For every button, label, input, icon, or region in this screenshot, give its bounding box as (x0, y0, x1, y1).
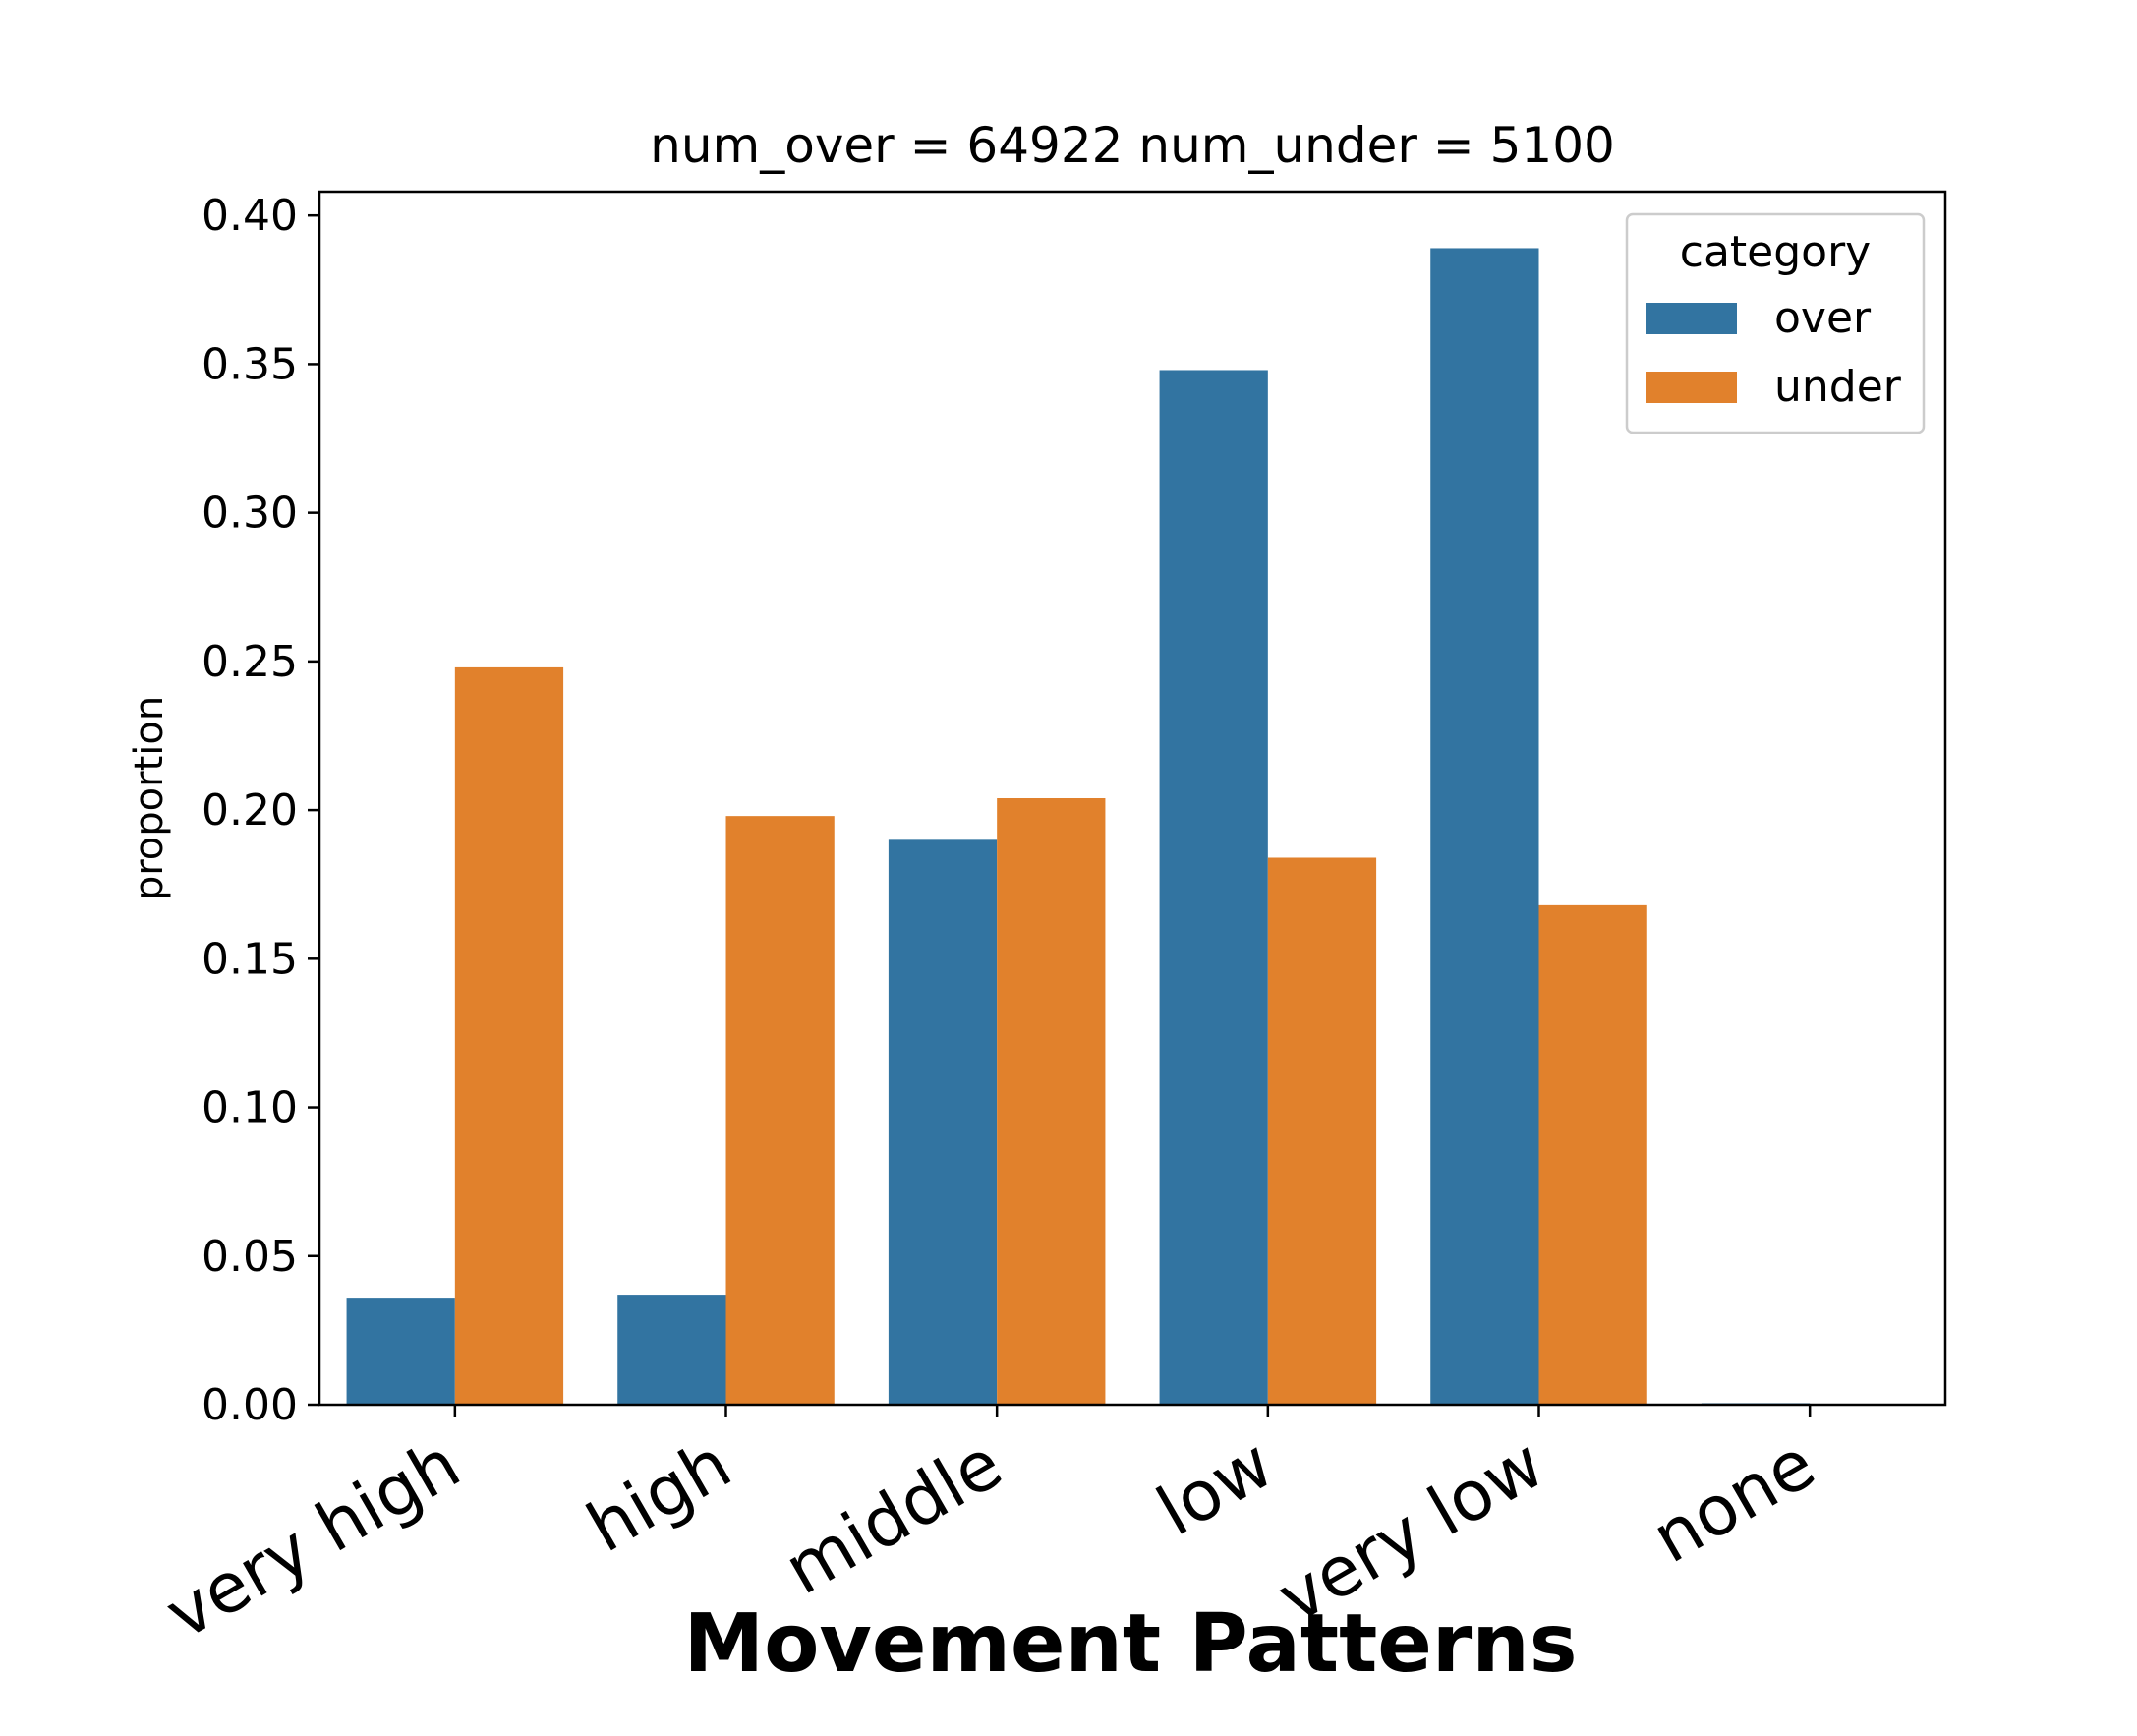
bar-over-high (617, 1295, 726, 1405)
bars-layer (346, 248, 1811, 1405)
y-tick-label: 0.25 (202, 637, 298, 687)
x-tick-label: high (574, 1423, 744, 1568)
x-axis-label: Movement Patterns (683, 1597, 1577, 1691)
legend-title: category (1680, 227, 1871, 277)
y-tick-label: 0.40 (202, 191, 298, 241)
y-tick-label: 0.30 (202, 489, 298, 539)
y-tick-label: 0.35 (202, 339, 298, 389)
bar-over-middle (888, 839, 998, 1405)
x-tick-label: none (1639, 1423, 1827, 1579)
legend-label-over: over (1774, 293, 1872, 343)
bar-under-very-high (454, 666, 564, 1405)
y-tick-label: 0.10 (202, 1083, 298, 1133)
x-tick-label: middle (772, 1423, 1015, 1611)
bar-under-middle (997, 798, 1106, 1405)
bar-under-high (725, 816, 835, 1405)
plot-frame (318, 190, 1947, 1407)
x-tick-label: low (1144, 1423, 1287, 1552)
y-tick-label: 0.00 (202, 1380, 298, 1430)
y-axis-label: proportion (127, 696, 172, 900)
legend-label-under: under (1774, 362, 1902, 412)
bar-under-low (1267, 857, 1377, 1405)
y-tick-label: 0.15 (202, 934, 298, 984)
chart-title: num_over = 64922 num_under = 5100 (650, 117, 1615, 174)
bar-under-very-low (1538, 904, 1647, 1405)
bar-over-very-high (346, 1298, 455, 1405)
bar-over-very-low (1430, 248, 1539, 1405)
bar-over-low (1159, 370, 1268, 1405)
legend-swatch-under (1646, 372, 1737, 403)
y-tick-label: 0.05 (202, 1232, 298, 1282)
x-tick-label: very high (152, 1423, 473, 1655)
legend-swatch-over (1646, 303, 1737, 334)
legend: category over under (1625, 212, 1926, 434)
y-tick-label: 0.20 (202, 785, 298, 836)
